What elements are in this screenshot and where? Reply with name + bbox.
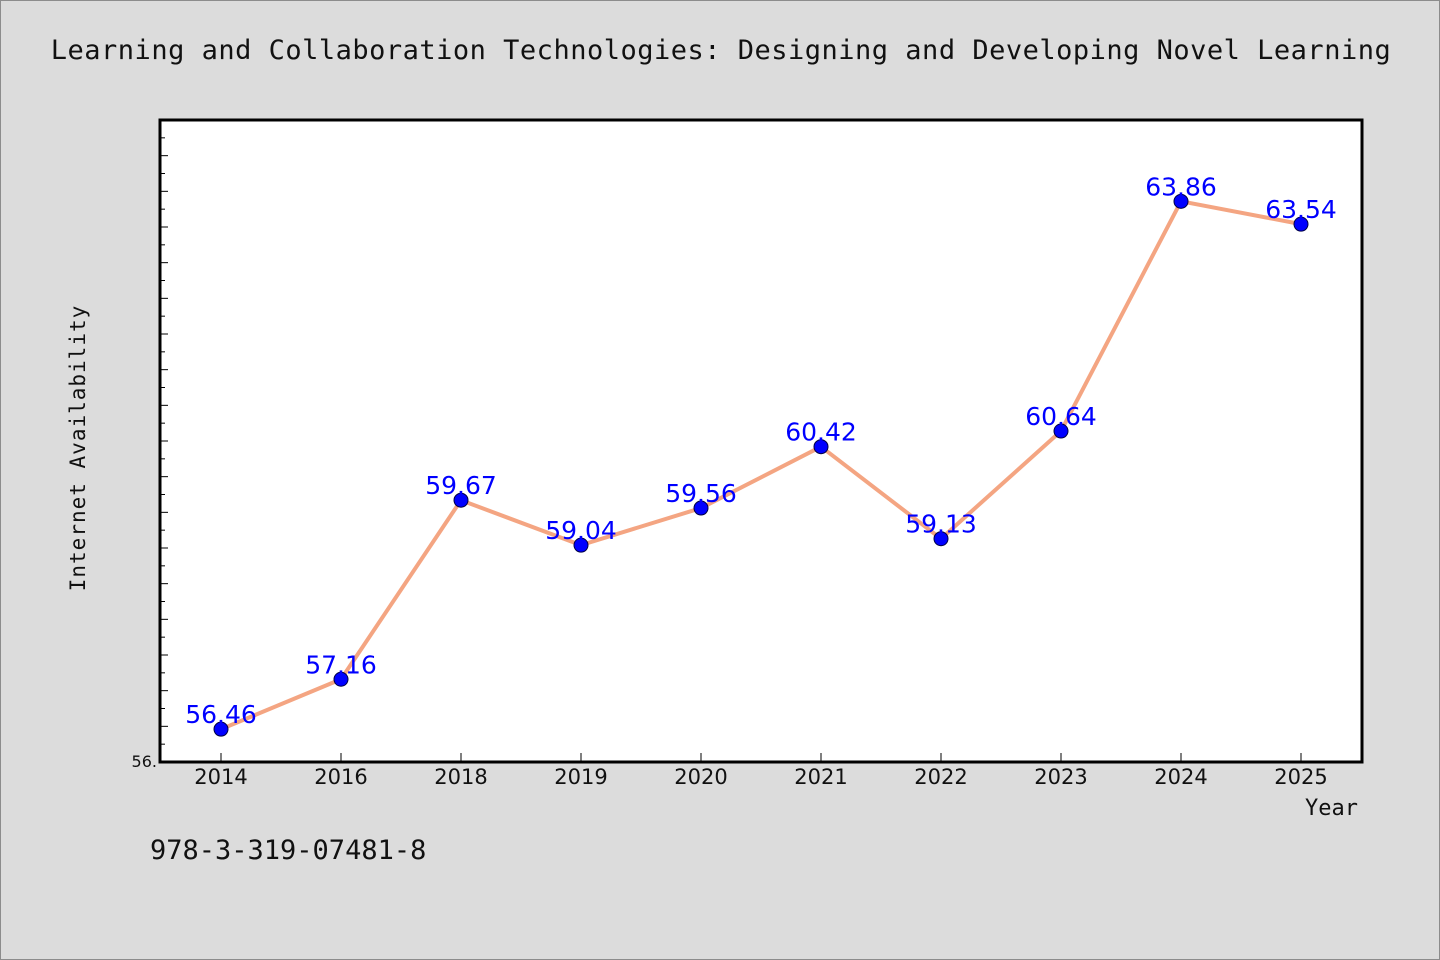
data-label: 60.64 [1025,402,1097,431]
data-point [933,531,949,547]
x-tick-label: 2018 [434,765,487,789]
data-label: 57.16 [305,650,377,679]
x-tick-label: 2016 [314,765,367,789]
data-label: 59.04 [545,516,617,545]
data-label: 59.56 [665,479,737,508]
x-tick-label: 2021 [794,765,847,789]
x-tick-label: 2023 [1034,765,1087,789]
plot-area [158,118,1364,764]
chart-title: Learning and Collaboration Technologies:… [50,35,1392,66]
data-labels: 56.46 57.16 59.67 59.04 59.56 60.42 59.13 60.64… [185,172,1337,729]
x-tick-label: 2024 [1154,765,1207,789]
series-line [219,199,1303,732]
y-axis-ticks [160,119,168,763]
x-axis-label: Year [1305,796,1358,821]
y-tick-label: 56. [132,752,157,771]
x-tick-label: 2020 [674,765,727,789]
x-tick-label: 2025 [1274,765,1327,789]
x-tick-label: 2019 [554,765,607,789]
data-label: 60.42 [785,418,857,447]
data-label: 59.13 [905,510,977,539]
data-point [1293,216,1309,232]
data-points [213,193,1309,737]
x-tick-label: 2014 [194,765,247,789]
data-point [333,671,349,687]
x-axis-ticks: 2014 2016 2018 2019 2020 2021 2022 2023 2024 2025 [194,753,1328,789]
x-tick-label: 2022 [914,765,967,789]
data-point [1173,193,1189,209]
data-label: 63.54 [1265,195,1337,224]
data-label: 56.46 [185,700,257,729]
data-point [813,439,829,455]
data-point [693,500,709,516]
isbn-text: 978-3-319-07481-8 [150,835,427,866]
data-point [213,721,229,737]
data-label: 59.67 [425,471,497,500]
data-point [1053,423,1069,439]
data-point [573,537,589,553]
data-label: 63.86 [1145,172,1217,201]
data-point [453,492,469,508]
